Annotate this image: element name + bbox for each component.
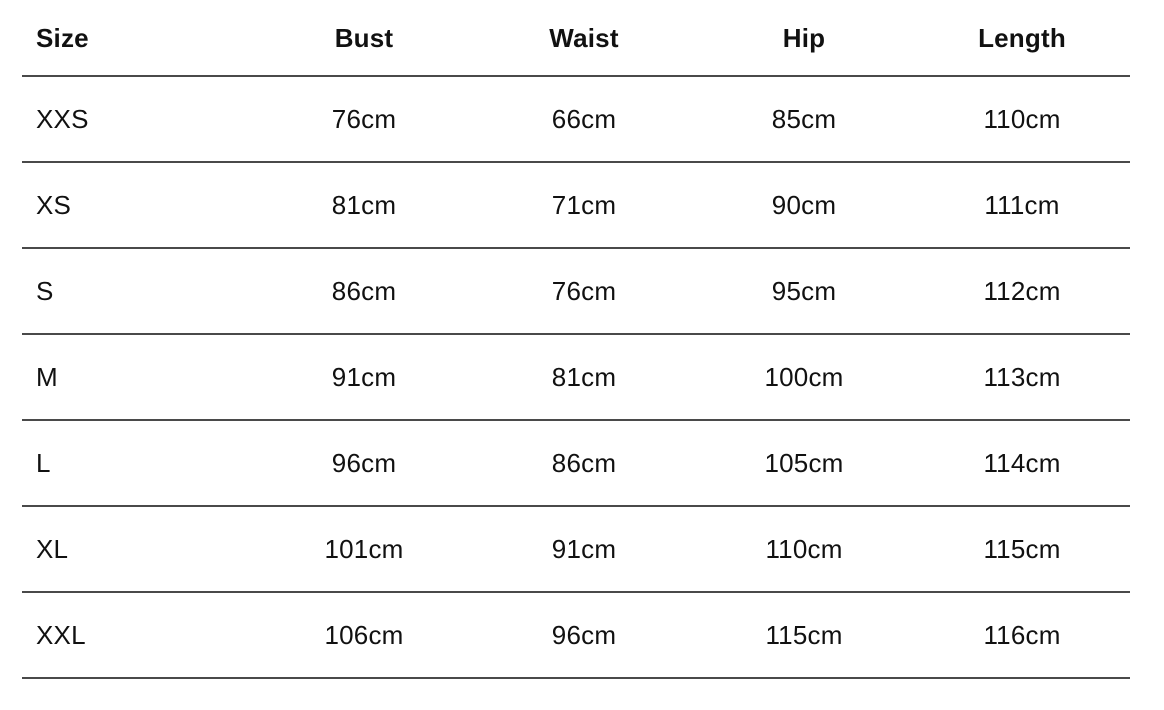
table-row: XXL 106cm 96cm 115cm 116cm xyxy=(22,593,1130,679)
cell-waist: 91cm xyxy=(551,534,617,564)
table-row: M 91cm 81cm 100cm 113cm xyxy=(22,335,1130,421)
header-cell-length: Length xyxy=(978,22,1066,53)
cell-waist: 81cm xyxy=(551,362,617,392)
cell-waist: 86cm xyxy=(551,448,617,478)
cell-size: M xyxy=(36,362,58,392)
cell-size: XS xyxy=(36,190,72,220)
cell-bust: 76cm xyxy=(331,104,397,134)
cell-bust: 91cm xyxy=(331,362,397,392)
size-chart-table: Size Bust Waist Hip Length XXS 76cm 66cm… xyxy=(22,0,1130,679)
table-header-row: Size Bust Waist Hip Length xyxy=(22,0,1130,77)
cell-hip: 90cm xyxy=(771,190,837,220)
cell-hip: 115cm xyxy=(765,620,843,650)
cell-bust: 86cm xyxy=(331,276,397,306)
cell-length: 113cm xyxy=(983,362,1061,392)
header-cell-hip: Hip xyxy=(782,22,826,53)
cell-hip: 105cm xyxy=(764,448,844,478)
cell-size: L xyxy=(36,448,51,478)
cell-hip: 110cm xyxy=(765,534,843,564)
header-cell-waist: Waist xyxy=(549,22,619,53)
cell-size: XXS xyxy=(36,104,89,134)
table-row: XL 101cm 91cm 110cm 115cm xyxy=(22,507,1130,593)
cell-bust: 101cm xyxy=(324,534,404,564)
cell-length: 114cm xyxy=(983,448,1061,478)
cell-waist: 96cm xyxy=(551,620,617,650)
cell-size: S xyxy=(36,276,54,306)
cell-waist: 71cm xyxy=(551,190,617,220)
cell-size: XXL xyxy=(36,620,86,650)
cell-hip: 85cm xyxy=(771,104,837,134)
cell-bust: 106cm xyxy=(324,620,404,650)
cell-bust: 96cm xyxy=(331,448,397,478)
cell-bust: 81cm xyxy=(331,190,397,220)
cell-hip: 95cm xyxy=(771,276,837,306)
cell-hip: 100cm xyxy=(764,362,844,392)
cell-length: 116cm xyxy=(983,620,1061,650)
header-cell-bust: Bust xyxy=(334,22,394,53)
table-row: XS 81cm 71cm 90cm 111cm xyxy=(22,163,1130,249)
table-row: L 96cm 86cm 105cm 114cm xyxy=(22,421,1130,507)
cell-length: 111cm xyxy=(984,190,1060,220)
header-cell-size: Size xyxy=(36,22,89,53)
cell-waist: 76cm xyxy=(551,276,617,306)
table-row: S 86cm 76cm 95cm 112cm xyxy=(22,249,1130,335)
cell-waist: 66cm xyxy=(551,104,617,134)
cell-size: XL xyxy=(36,534,69,564)
table-row: XXS 76cm 66cm 85cm 110cm xyxy=(22,77,1130,163)
cell-length: 110cm xyxy=(983,104,1061,134)
cell-length: 115cm xyxy=(983,534,1061,564)
cell-length: 112cm xyxy=(983,276,1061,306)
